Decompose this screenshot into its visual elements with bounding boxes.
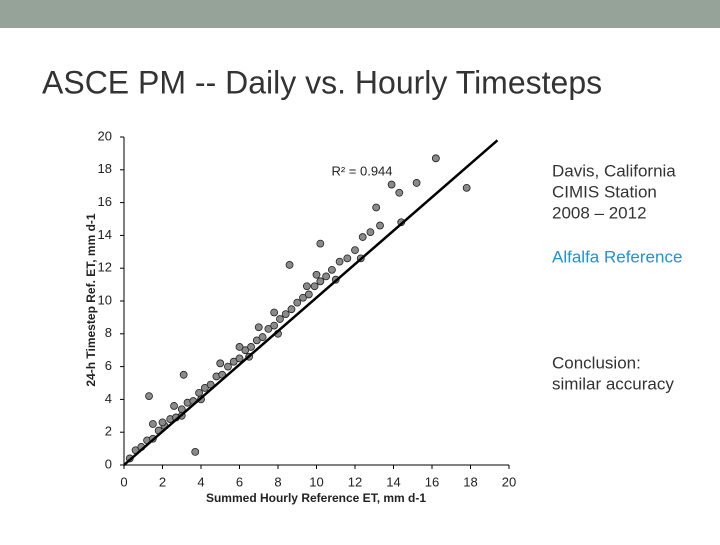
point <box>195 388 203 397</box>
x-tick-label: 0 <box>120 474 127 489</box>
x-tick-label: 4 <box>197 474 204 489</box>
station-text: Davis, California <box>552 161 676 180</box>
y-tick-label: 8 <box>105 325 112 340</box>
point <box>254 323 263 332</box>
point <box>376 221 384 230</box>
y-tick-label: 16 <box>98 194 112 209</box>
x-tick-label: 2 <box>159 474 166 489</box>
point <box>335 257 344 266</box>
x-tick-label: 18 <box>463 474 477 489</box>
y-tick-label: 0 <box>105 456 112 471</box>
point <box>316 239 325 248</box>
point <box>310 282 319 291</box>
y-axis-title: 24-h Timestep Ref. ET, mm d-1 <box>84 213 98 386</box>
y-tick-label: 20 <box>98 128 112 143</box>
point <box>287 305 296 314</box>
point <box>216 359 225 368</box>
point <box>366 228 375 237</box>
point <box>299 293 307 302</box>
point <box>241 346 250 355</box>
point <box>462 183 471 192</box>
point <box>252 336 261 345</box>
point <box>258 333 267 341</box>
y-tick-label: 6 <box>105 358 112 373</box>
point <box>372 203 381 212</box>
y-tick-label: 4 <box>105 391 112 406</box>
x-tick-label: 6 <box>236 474 243 489</box>
point <box>158 418 167 427</box>
x-axis-title: Summed Hourly Reference ET, mm d-1 <box>206 491 426 505</box>
x-tick-label: 10 <box>309 474 323 489</box>
y-tick-label: 10 <box>98 292 112 307</box>
x-tick-label: 16 <box>425 474 439 489</box>
point <box>229 357 238 366</box>
point <box>395 188 404 197</box>
point <box>358 233 367 241</box>
x-tick-label: 14 <box>386 474 400 489</box>
point <box>387 180 396 189</box>
point <box>247 343 255 351</box>
y-tick-label: 12 <box>98 260 112 275</box>
x-tick-label: 20 <box>502 474 516 489</box>
point <box>322 272 331 281</box>
trend-line <box>123 139 499 466</box>
point <box>235 343 244 351</box>
point <box>179 370 188 379</box>
point <box>270 321 279 330</box>
x-tick-label: 12 <box>348 474 362 489</box>
slide-title: ASCE PM -- Daily vs. Hourly Timesteps <box>42 64 602 100</box>
point <box>200 384 209 392</box>
point <box>302 282 311 291</box>
point <box>327 265 336 274</box>
point <box>351 246 359 255</box>
point <box>293 298 302 307</box>
station-text: CIMIS Station <box>552 182 657 201</box>
point <box>264 324 273 333</box>
conclusion-text: similar accuracy <box>552 374 674 393</box>
point <box>148 420 157 428</box>
point <box>312 270 321 279</box>
conclusion-text: Conclusion: <box>552 353 641 372</box>
y-tick-label: 18 <box>98 161 112 176</box>
point <box>431 154 440 163</box>
point <box>285 261 294 269</box>
point <box>224 362 232 371</box>
point <box>316 277 325 286</box>
y-tick-label: 14 <box>98 227 112 242</box>
point <box>145 392 153 401</box>
annotation: R² = 0.944 <box>331 163 392 178</box>
point <box>270 308 279 317</box>
station-text: 2008 – 2012 <box>552 203 647 222</box>
reference-text: Alfalfa Reference <box>552 247 682 266</box>
y-tick-label: 2 <box>105 424 112 439</box>
top-bar <box>0 0 720 28</box>
point <box>170 402 178 410</box>
point <box>276 315 284 323</box>
x-tick-label: 8 <box>274 474 281 489</box>
point <box>304 290 313 299</box>
point <box>281 310 290 319</box>
point <box>343 254 352 263</box>
point <box>412 179 421 187</box>
point <box>191 447 200 456</box>
point <box>235 354 244 363</box>
